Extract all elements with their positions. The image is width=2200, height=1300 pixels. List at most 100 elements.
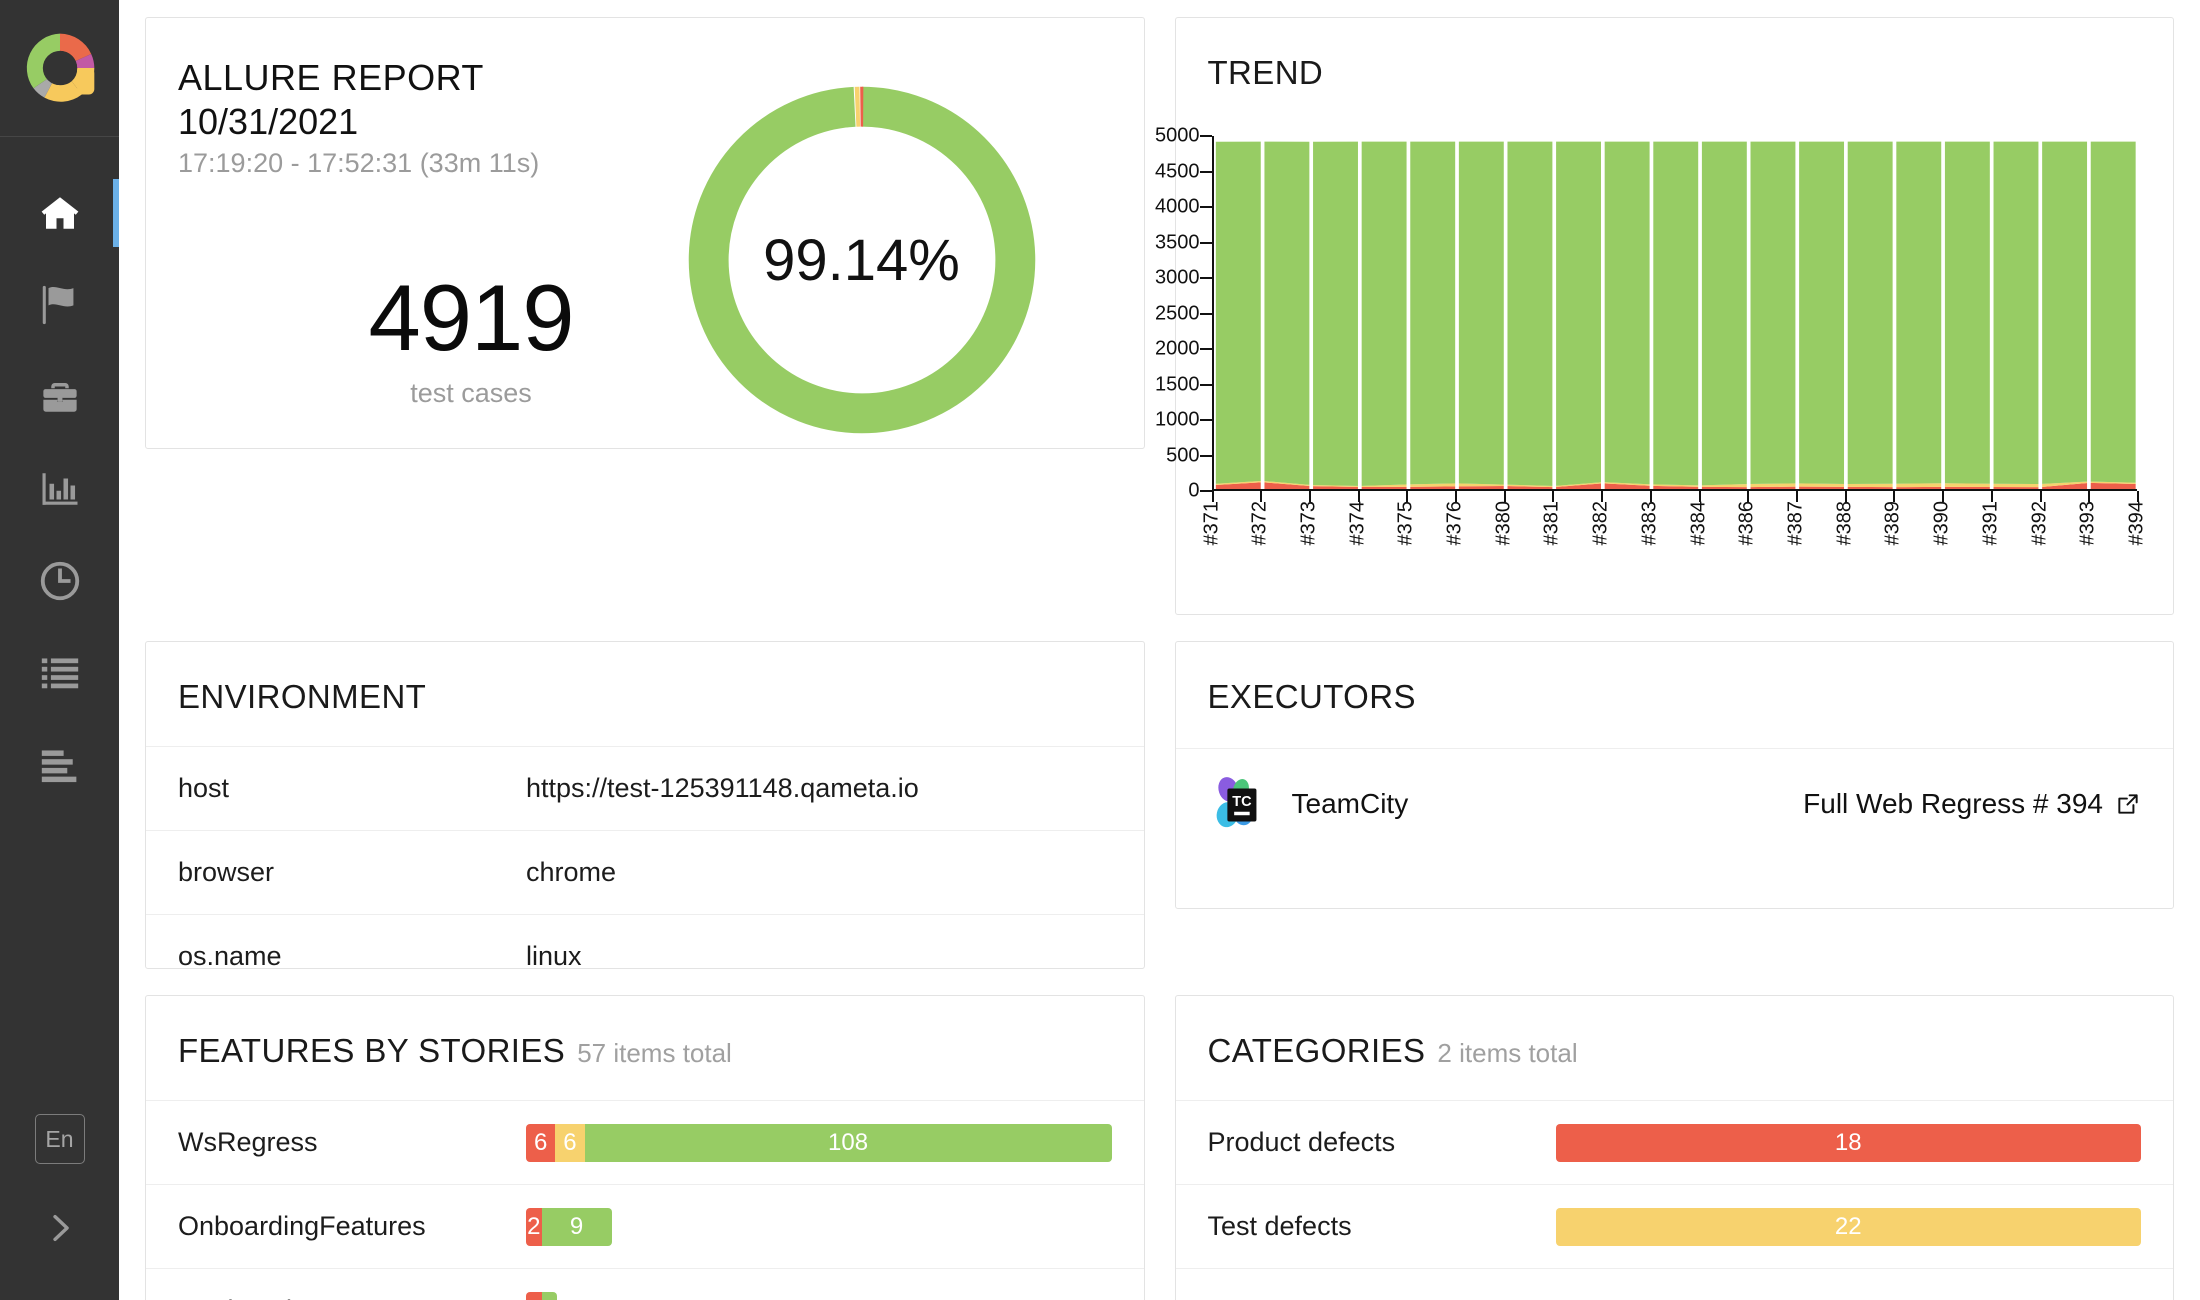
show-all-button[interactable]: Show all xyxy=(1175,1268,2173,1300)
trend-chart[interactable]: 0 500 1000 1500 2000 2500 3000 3500 4000 4500 5000… xyxy=(1155,125,2148,576)
trend-x-tick-label: #371 xyxy=(1200,501,1222,546)
trend-x-tick-label: #390 xyxy=(1930,501,1953,546)
teamcity-logo: TC xyxy=(1208,773,1270,835)
trend-y-tick-label: 1000 xyxy=(1155,408,1200,431)
bar-segment-failed[interactable]: 6 xyxy=(526,1123,556,1162)
trend-x-tick-label: #394 xyxy=(2125,501,2148,546)
briefcase-icon xyxy=(42,383,77,412)
bar-segment-failed[interactable]: 2 xyxy=(526,1207,542,1246)
list-row[interactable]: Registration22 xyxy=(146,1268,1144,1300)
sidebar-item-behaviors[interactable] xyxy=(0,351,119,443)
summary-donut-chart[interactable]: 99.14% xyxy=(678,76,1046,444)
executor-build-label: Full Web Regress # 394 xyxy=(1803,787,2103,819)
allure-logo-icon xyxy=(26,33,94,102)
bar-segment-failed[interactable]: 2 xyxy=(526,1291,542,1300)
environment-value: https://test-125391148.qameta.io xyxy=(526,773,919,803)
executor-row[interactable]: TC TeamCity Full Web Regress # 394 xyxy=(1175,748,2173,858)
trend-y-tick xyxy=(1199,135,1212,137)
trend-series-broken xyxy=(1213,480,2137,488)
trend-y-tick xyxy=(1199,348,1212,350)
trend-x-tick xyxy=(1260,491,1263,502)
trend-x-tick-label: #375 xyxy=(1394,501,1417,546)
trend-x-tick xyxy=(1455,491,1458,502)
trend-y-tick-label: 4000 xyxy=(1155,195,1200,218)
sidebar-item-overview[interactable] xyxy=(0,719,119,811)
list-row[interactable]: Product defects 18 xyxy=(1175,1100,2173,1184)
expand-sidebar-button[interactable] xyxy=(38,1206,82,1250)
report-time-range: 17:19:20 - 17:52:31 (33m 11s) xyxy=(178,147,540,178)
sidebar-item-graphs[interactable] xyxy=(0,443,119,535)
language-button[interactable]: En xyxy=(34,1114,85,1164)
bar-segment-passed[interactable]: 2 xyxy=(541,1291,558,1300)
features-title: FEATURES BY STORIES 57 items total xyxy=(146,996,1144,1070)
trend-x-tick-label: #393 xyxy=(2076,501,2099,546)
svg-text:TC: TC xyxy=(1232,793,1252,809)
list-row[interactable]: WsRegress 6 6 108 xyxy=(146,1100,1144,1184)
bar-segment-broken[interactable]: 6 xyxy=(555,1123,585,1162)
stacked-bar: 18 xyxy=(1555,1123,2141,1162)
trend-x-tick-label: #381 xyxy=(1540,501,1563,546)
trend-x-tick-label: #388 xyxy=(1833,501,1856,546)
trend-x-tick xyxy=(1942,491,1945,502)
trend-x-tick-label: #376 xyxy=(1443,501,1466,546)
trend-x-tick xyxy=(2137,491,2139,502)
teamcity-logo-icon: TC xyxy=(1216,776,1256,827)
bar-segment-passed[interactable]: 9 xyxy=(541,1207,612,1246)
trend-x-tick xyxy=(2088,491,2091,502)
trend-y-tick-label: 4500 xyxy=(1155,160,1200,182)
donut-svg xyxy=(688,86,1035,434)
trend-y-tick-label: 1500 xyxy=(1155,373,1200,395)
categories-total: 2 items total xyxy=(1437,1038,1578,1068)
list-icon xyxy=(41,658,78,689)
features-rows: WsRegress66108OnboardingFeatures29Regist… xyxy=(146,1100,1144,1300)
bar-segment-passed[interactable]: 108 xyxy=(584,1123,1112,1162)
row-label: WsRegress xyxy=(178,1127,318,1157)
dashboard-content: ALLURE REPORT 10/31/2021 17:19:20 - 17:5… xyxy=(119,0,2200,1300)
row-label: Test defects xyxy=(1207,1211,1352,1241)
trend-x-tick xyxy=(1796,491,1799,502)
trend-x-tick-label: #372 xyxy=(1248,501,1271,546)
trend-x-tick xyxy=(1211,491,1214,502)
trend-x-tick xyxy=(1503,491,1506,502)
environment-value: chrome xyxy=(526,857,617,887)
sidebar-item-suites[interactable] xyxy=(0,259,119,351)
trend-x-tick-label: #382 xyxy=(1589,501,1612,546)
trend-x-tick xyxy=(1990,491,1993,502)
trend-x-tick-label: #386 xyxy=(1735,501,1758,546)
bar-segment-failed[interactable]: 18 xyxy=(1555,1123,2141,1162)
trend-y-tick-label: 5000 xyxy=(1155,124,1200,147)
allure-logo[interactable] xyxy=(0,0,119,137)
trend-x-tick xyxy=(1601,491,1604,502)
bar-segment-broken[interactable]: 22 xyxy=(1555,1207,2141,1246)
row-label: Product defects xyxy=(1207,1127,1396,1157)
sidebar-footer: En xyxy=(0,1114,119,1300)
list-row[interactable]: Test defects 22 xyxy=(1175,1184,2173,1268)
categories-widget: CATEGORIES 2 items total Product defects 1… xyxy=(1174,995,2174,1300)
bar-chart-icon xyxy=(42,473,77,505)
test-case-total: 4919 test cases xyxy=(286,270,656,409)
trend-x-tick xyxy=(1698,491,1701,502)
sidebar-item-packages[interactable] xyxy=(0,627,119,719)
environment-widget: ENVIRONMENT host https://test-125391148.q… xyxy=(145,641,1145,971)
features-by-stories-widget: FEATURES BY STORIES 57 items total WsRegr… xyxy=(145,995,1145,1300)
executor-build-link[interactable]: Full Web Regress # 394 xyxy=(1803,788,2141,820)
sidebar: En xyxy=(0,0,119,1300)
test-count-label: test cases xyxy=(410,378,532,409)
trend-y-tick xyxy=(1199,170,1212,173)
trend-y-tick xyxy=(1199,454,1212,457)
list-row[interactable]: OnboardingFeatures 2 9 xyxy=(146,1184,1144,1268)
sidebar-nav xyxy=(0,137,119,811)
categories-title: CATEGORIES 2 items total xyxy=(1176,996,2174,1070)
environment-key: host xyxy=(178,773,230,803)
trend-series-passed xyxy=(1213,141,2137,487)
trend-series-failed xyxy=(1213,482,2137,489)
trend-x-tick xyxy=(2039,491,2042,502)
trend-x-tick-label: #391 xyxy=(1979,501,2002,546)
executors-title: EXECUTORS xyxy=(1207,678,1416,715)
sidebar-item-home[interactable] xyxy=(0,167,119,259)
sidebar-item-timeline[interactable] xyxy=(0,535,119,627)
report-date: 10/31/2021 xyxy=(178,100,359,142)
executor-name: TeamCity xyxy=(1291,787,1409,819)
trend-y-tick-label: 2500 xyxy=(1155,302,1200,324)
